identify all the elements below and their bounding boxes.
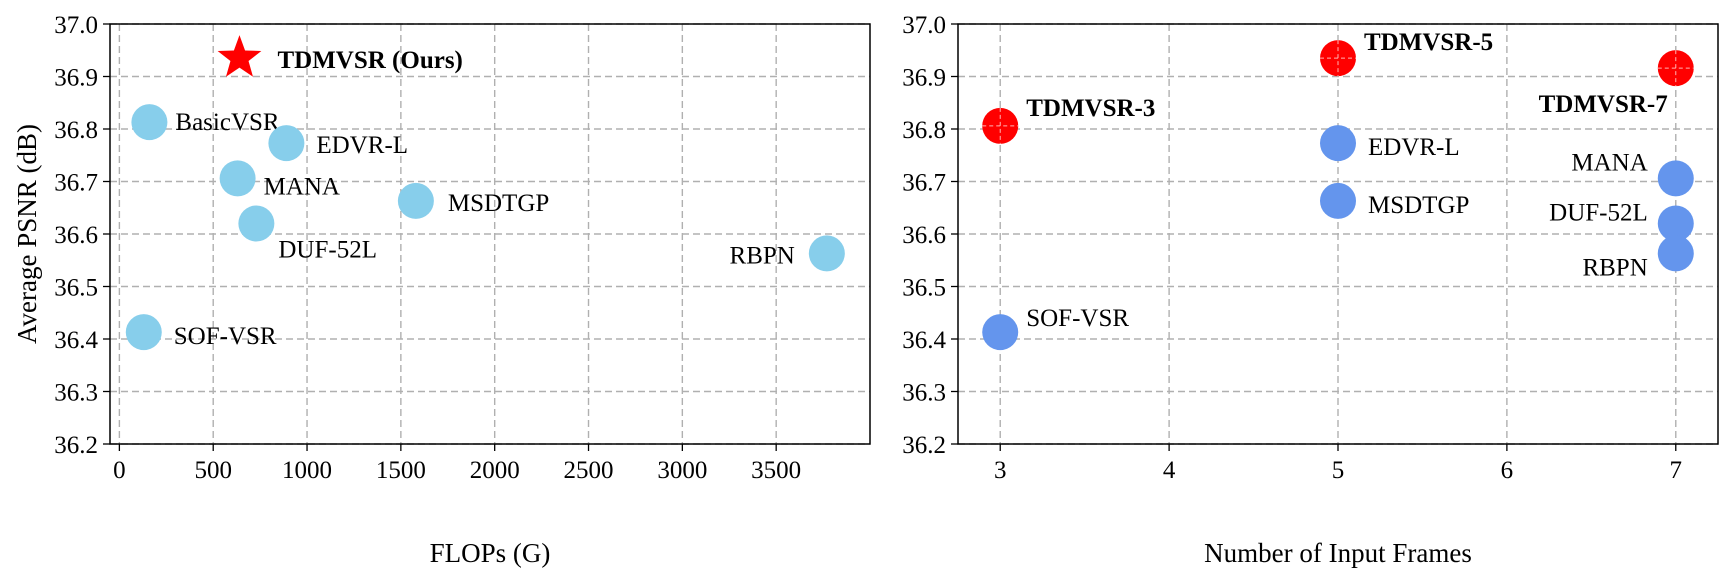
point-label-msdtgp: MSDTGP xyxy=(1368,192,1469,219)
point-label-tdmvsr-5: TDMVSR-5 xyxy=(1364,29,1493,56)
x-tick-label: 1500 xyxy=(376,457,426,484)
point-label-mana: MANA xyxy=(264,173,340,200)
point-label-tdmvsr-ours: TDMVSR (Ours) xyxy=(277,47,462,74)
x-tick-label: 1000 xyxy=(282,457,332,484)
y-tick-label: 36.6 xyxy=(902,222,946,249)
y-tick-label: 36.8 xyxy=(902,117,946,144)
point-edvr-l xyxy=(268,125,305,162)
point-rbpn xyxy=(1657,235,1694,272)
y-tick-label: 37.0 xyxy=(54,12,98,39)
x-tick-label: 5 xyxy=(1332,457,1345,484)
point-label-sof-vsr: SOF-VSR xyxy=(174,323,277,350)
x-tick-label: 3500 xyxy=(751,457,801,484)
y-tick-label: 36.4 xyxy=(902,327,946,354)
point-label-tdmvsr-3: TDMVSR-3 xyxy=(1026,95,1155,122)
point-label-msdtgp: MSDTGP xyxy=(448,190,549,217)
point-label-mana: MANA xyxy=(1571,149,1647,176)
point-label-rbpn: RBPN xyxy=(730,242,795,269)
point-mana xyxy=(219,160,256,197)
x-axis-label: FLOPs (G) xyxy=(430,538,551,568)
point-rbpn xyxy=(808,235,845,272)
y-tick-label: 36.2 xyxy=(54,432,98,459)
point-msdtgp xyxy=(397,182,434,219)
point-duf-52l xyxy=(1657,205,1694,242)
x-tick-label: 7 xyxy=(1670,457,1683,484)
point-mana xyxy=(1657,160,1694,197)
point-label-edvr-l: EDVR-L xyxy=(316,132,408,159)
point-basicvsr xyxy=(131,104,168,141)
point-label-duf-52l: DUF-52L xyxy=(278,237,377,264)
y-tick-label: 36.7 xyxy=(54,170,98,197)
y-tick-label: 36.3 xyxy=(902,380,946,407)
y-tick-label: 36.9 xyxy=(902,65,946,92)
y-tick-label: 36.2 xyxy=(902,432,946,459)
y-axis-label: Average PSNR (dB) xyxy=(12,124,42,344)
x-tick-label: 0 xyxy=(113,457,126,484)
x-tick-label: 2000 xyxy=(470,457,520,484)
y-tick-label: 36.5 xyxy=(54,275,98,302)
point-label-rbpn: RBPN xyxy=(1582,254,1647,281)
point-label-edvr-l: EDVR-L xyxy=(1368,134,1460,161)
x-tick-label: 3000 xyxy=(657,457,707,484)
x-tick-label: 2500 xyxy=(564,457,614,484)
point-label-tdmvsr-7: TDMVSR-7 xyxy=(1539,91,1668,118)
y-tick-label: 36.3 xyxy=(54,380,98,407)
point-tdmvsr-ours xyxy=(217,35,262,77)
point-label-duf-52l: DUF-52L xyxy=(1549,200,1648,227)
x-axis-label: Number of Input Frames xyxy=(1204,538,1472,568)
y-tick-label: 36.6 xyxy=(54,222,98,249)
point-edvr-l xyxy=(1320,125,1356,162)
y-tick-label: 36.7 xyxy=(902,170,946,197)
x-tick-label: 4 xyxy=(1163,457,1176,484)
y-tick-label: 37.0 xyxy=(902,12,946,39)
point-sof-vsr xyxy=(125,314,162,351)
y-tick-label: 36.8 xyxy=(54,117,98,144)
panel-flops: 0 500 1000 1500 2000 2500 3000 3500 36.2 36.3 36.4… xyxy=(12,12,871,568)
point-label-sof-vsr: SOF-VSR xyxy=(1026,305,1129,332)
x-tick-label: 6 xyxy=(1501,457,1514,484)
y-tick-label: 36.9 xyxy=(54,65,98,92)
x-tick-label: 500 xyxy=(194,457,232,484)
panel-frames: 3 4 5 6 7 36.2 36.3 36.4 36.5 36.6 36.7 36.8 36.9 37.… xyxy=(902,12,1719,568)
y-tick-label: 36.5 xyxy=(902,275,946,302)
x-tick-label: 3 xyxy=(994,457,1007,484)
y-tick-label: 36.4 xyxy=(54,327,98,354)
point-duf-52l xyxy=(238,205,275,242)
point-sof-vsr xyxy=(982,314,1019,351)
point-msdtgp xyxy=(1320,182,1356,219)
point-label-basicvsr: BasicVSR xyxy=(175,109,280,136)
